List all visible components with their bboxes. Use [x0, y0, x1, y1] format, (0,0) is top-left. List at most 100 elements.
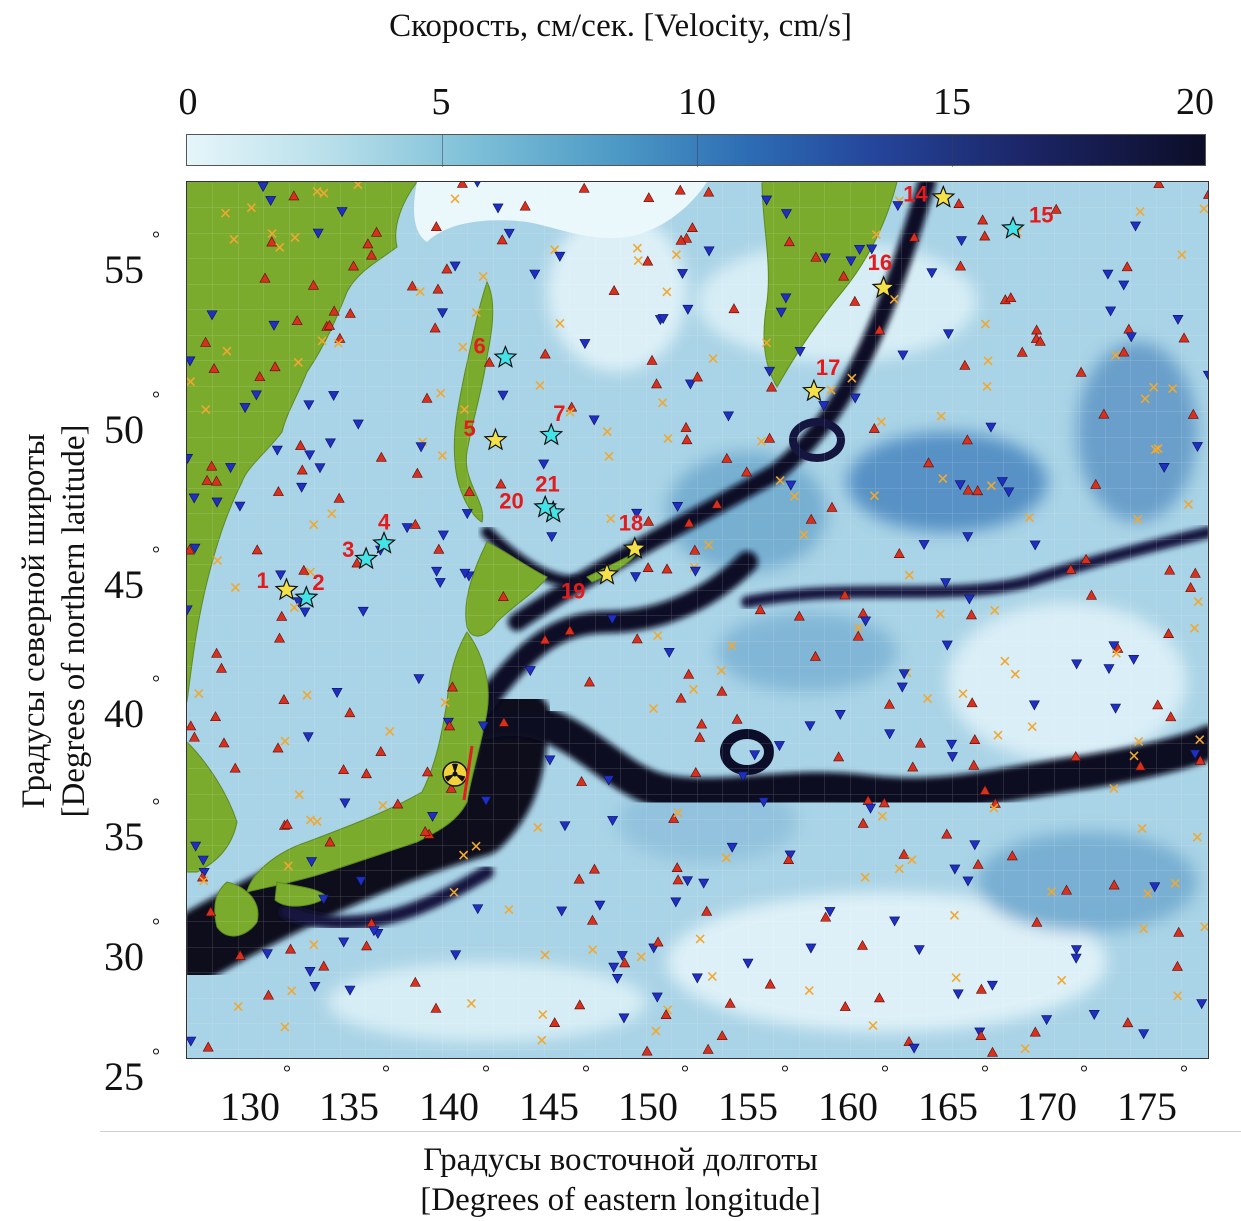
- float-marker-up: [1118, 346, 1130, 357]
- float-marker-cross: [538, 1009, 548, 1020]
- float-marker-up: [646, 354, 658, 365]
- site-label: 14: [903, 182, 928, 206]
- float-marker-down: [616, 951, 628, 962]
- float-marker-cross: [653, 630, 663, 641]
- float-marker-up: [703, 186, 715, 197]
- lon-degree-140: °: [482, 1062, 490, 1084]
- float-marker-cross: [1000, 656, 1010, 666]
- float-marker-down: [682, 876, 694, 887]
- float-marker-down: [461, 509, 473, 520]
- float-marker-down: [691, 973, 703, 984]
- float-marker-cross: [923, 693, 933, 704]
- float-marker-down: [579, 339, 591, 350]
- float-marker-up: [826, 501, 838, 512]
- float-marker-up: [362, 238, 374, 249]
- float-marker-cross: [267, 228, 277, 239]
- float-marker-down: [296, 482, 308, 493]
- float-marker-down: [436, 308, 449, 319]
- float-marker-cross: [1189, 623, 1200, 633]
- float-marker-up: [307, 279, 319, 290]
- float-marker-down: [554, 251, 566, 262]
- site-20: 20: [499, 489, 566, 523]
- float-marker-down: [1003, 487, 1015, 498]
- site-21: 21: [533, 471, 560, 518]
- float-marker-up: [234, 949, 246, 960]
- float-marker-up: [446, 681, 458, 692]
- lat-degree-55: °: [152, 228, 160, 250]
- float-marker-down: [431, 566, 443, 577]
- float-marker-up: [281, 818, 293, 829]
- lon-tick-135: 135: [319, 1084, 379, 1129]
- float-marker-cross: [632, 243, 642, 253]
- float-marker-cross: [305, 815, 316, 825]
- float-marker-down: [749, 750, 761, 761]
- float-marker-up: [1178, 332, 1190, 343]
- colorbar-tick-5: 5: [431, 81, 451, 123]
- float-marker-down: [352, 419, 364, 430]
- float-marker-down: [892, 201, 904, 212]
- float-marker-up: [360, 768, 372, 779]
- float-marker-cross: [312, 817, 322, 827]
- float-marker-up: [463, 486, 475, 496]
- float-marker-down: [437, 530, 449, 541]
- float-marker-cross: [1143, 888, 1153, 899]
- float-marker-down: [962, 876, 974, 887]
- float-marker-cross: [799, 530, 809, 540]
- float-marker-cross: [449, 887, 459, 897]
- float-marker-down: [1196, 999, 1208, 1010]
- float-marker-cross: [651, 1026, 661, 1036]
- sampling-sites: 1 234 5 6 7 14 15 16 17 18 19 20 21: [257, 182, 1053, 609]
- float-marker-cross: [537, 1035, 547, 1045]
- float-marker-up: [1152, 699, 1164, 710]
- float-marker-cross: [353, 182, 363, 190]
- site-label: 17: [816, 355, 840, 380]
- float-marker-down: [804, 721, 816, 732]
- float-marker-up: [578, 182, 590, 193]
- float-marker-up: [1050, 203, 1062, 214]
- site-star-icon: [483, 427, 508, 451]
- float-marker-down: [618, 1013, 630, 1024]
- axis-divider: [100, 1131, 1241, 1132]
- float-marker-down: [818, 401, 830, 412]
- float-marker-up: [1173, 926, 1185, 937]
- float-marker-up: [652, 936, 664, 947]
- lat-degree-40: °: [152, 672, 160, 694]
- site-star-icon: [622, 536, 647, 559]
- float-marker-cross: [289, 602, 299, 613]
- float-marker-up: [211, 647, 223, 658]
- float-marker-cross: [1168, 383, 1178, 394]
- float-marker-up: [766, 381, 778, 392]
- float-marker-cross: [847, 373, 857, 383]
- float-marker-down: [784, 850, 796, 861]
- float-marker-up: [259, 272, 271, 283]
- float-marker-cross: [708, 354, 718, 364]
- float-marker-cross: [437, 450, 447, 461]
- float-marker-down: [459, 568, 471, 579]
- float-marker-up: [1163, 628, 1175, 638]
- float-marker-down: [884, 729, 896, 740]
- float-marker-cross: [478, 271, 488, 282]
- float-marker-up: [495, 478, 507, 489]
- float-marker-up: [972, 858, 984, 869]
- lat-degree-45: °: [152, 543, 160, 565]
- float-marker-up: [539, 348, 551, 359]
- float-marker-down: [588, 415, 600, 426]
- float-marker-cross: [1183, 499, 1194, 509]
- float-marker-down: [1103, 664, 1115, 675]
- float-marker-down: [775, 307, 787, 318]
- float-marker-up: [689, 544, 701, 555]
- float-marker-cross: [1137, 823, 1147, 833]
- site-star-icon: [493, 344, 518, 368]
- float-marker-cross: [889, 294, 899, 304]
- float-marker-down: [952, 989, 964, 1000]
- float-marker-down: [556, 906, 568, 917]
- site-5: 5: [463, 416, 508, 451]
- site-label: 5: [463, 416, 475, 441]
- lon-tick-175: 175: [1117, 1084, 1177, 1129]
- float-marker-up: [1134, 760, 1146, 771]
- float-marker-down: [239, 403, 251, 414]
- float-marker-down: [189, 543, 201, 554]
- float-marker-up: [274, 632, 286, 643]
- float-marker-down: [849, 393, 861, 404]
- float-marker-down: [544, 755, 556, 766]
